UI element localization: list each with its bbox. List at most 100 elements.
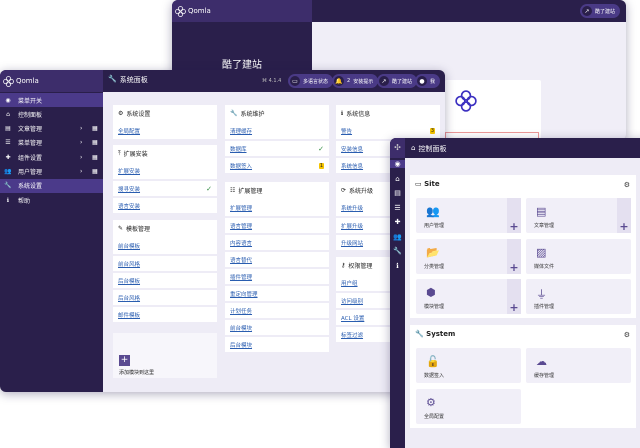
dashboard-tile[interactable]: ⏚ 插件管理 xyxy=(526,279,631,314)
card-link[interactable]: 扩展升级 xyxy=(341,223,364,230)
card-title: 权限管理 xyxy=(348,263,373,270)
file-icon[interactable]: ▤ xyxy=(394,189,401,197)
card-row: 扩展安装 xyxy=(113,162,217,179)
sidebar-item[interactable]: ℹ 帮助 xyxy=(0,193,103,207)
toggle-icon[interactable]: ◉ xyxy=(390,160,405,168)
card-link[interactable]: 安装信息 xyxy=(341,146,364,153)
dashboard-tile[interactable]: ▨ 媒体文件 xyxy=(526,238,631,274)
users-icon[interactable]: 👥 xyxy=(393,232,402,241)
card-link[interactable]: 前台模板 xyxy=(118,243,141,250)
wrench-icon[interactable]: 🔧 xyxy=(393,247,402,255)
dashboard-tile[interactable]: 👥 用户管理 + xyxy=(416,198,521,233)
dashboard-tile[interactable]: ▤ 文章管理 + xyxy=(526,198,631,233)
sidebar-item-label: 菜单开关 xyxy=(18,97,43,105)
card-link[interactable]: 升级网站 xyxy=(341,240,364,247)
chevron-right-icon[interactable]: › xyxy=(80,139,83,147)
logo-icon xyxy=(3,75,14,87)
check-icon: ✓ xyxy=(206,184,212,193)
card-link[interactable]: 数据签入 xyxy=(230,163,253,170)
tile-label: 文章管理 xyxy=(534,223,555,229)
settings-icon[interactable]: ⚙ xyxy=(623,331,630,339)
home-icon[interactable]: ⌂ xyxy=(395,174,400,183)
card-link[interactable]: 重定向管理 xyxy=(230,291,258,298)
sidebar-item[interactable]: ◉ 菜单开关 xyxy=(0,93,103,107)
dashboard-tile[interactable]: 🔓 数据签入 xyxy=(416,348,521,383)
card-link[interactable]: 插件管理 xyxy=(230,274,253,281)
add-icon[interactable]: + xyxy=(507,279,521,314)
puzzle-icon[interactable]: ✚ xyxy=(394,218,401,226)
add-module-card[interactable]: + 添加模块到这里 xyxy=(113,333,217,378)
grid-icon[interactable]: ▦ xyxy=(92,153,98,161)
card-link[interactable]: 计划任务 xyxy=(230,308,253,315)
sidebar-item[interactable]: ☰ 菜单管理 › ▦ xyxy=(0,136,103,150)
grid-icon[interactable]: ▦ xyxy=(92,168,98,175)
chevron-right-icon[interactable]: › xyxy=(80,168,83,175)
card-link[interactable]: 数据库 xyxy=(230,146,247,153)
dashboard-tile[interactable]: ☁ 缓存管理 xyxy=(526,348,631,383)
card-link[interactable]: 搜寻安装 xyxy=(118,186,141,193)
card-link[interactable]: 后台风格 xyxy=(118,295,141,302)
dashboard-tile[interactable]: ⚙ 全局配置 xyxy=(416,388,521,424)
sidebar-item[interactable]: ✚ 组件设置 › ▦ xyxy=(0,150,103,164)
upload-icon: ⤒ xyxy=(118,149,121,157)
card-header: ⚙ 系统设置 xyxy=(113,105,217,122)
logo-icon xyxy=(175,5,186,17)
card-link[interactable]: 用户组 xyxy=(341,280,358,287)
card-link[interactable]: 系统信息 xyxy=(341,163,364,170)
card-link[interactable]: 全局配置 xyxy=(118,128,141,135)
settings-icon[interactable]: ⚙ xyxy=(623,181,630,189)
sidebar-item[interactable]: ⌂ 控制面板 xyxy=(0,107,103,121)
card-header: 🔧 系统维护 xyxy=(225,105,329,122)
site-title: ▭ Site xyxy=(415,180,440,188)
card-link[interactable]: 警告 xyxy=(341,128,353,135)
info-icon: ℹ xyxy=(6,196,10,204)
card-link[interactable]: 内容语言 xyxy=(230,240,253,247)
grid-icon[interactable]: ▦ xyxy=(92,125,98,133)
card-link[interactable]: 语言管理 xyxy=(230,223,253,230)
notices-button[interactable]: 🔔 2 安装提示 xyxy=(332,74,379,88)
card-row: 清理缓存 xyxy=(225,122,329,139)
key-icon: ⚷ xyxy=(341,262,346,269)
card-link[interactable]: 前台风格 xyxy=(118,261,141,268)
extensions-icon: ☷ xyxy=(230,187,236,194)
back-site-button[interactable]: ↗ 酷了建站 xyxy=(580,4,621,18)
sidebar-item-label: 文章管理 xyxy=(18,126,43,134)
card-link[interactable]: 标签过滤 xyxy=(341,332,364,339)
card-link[interactable]: 语言安装 xyxy=(118,203,141,210)
card-link[interactable]: ACL 设置 xyxy=(341,315,365,322)
chevron-right-icon[interactable]: › xyxy=(80,125,83,133)
user-menu[interactable]: ● 我 xyxy=(415,74,441,88)
sidebar-item[interactable]: 🔧 系统设置 xyxy=(0,178,103,193)
folder-icon: 📂 xyxy=(426,245,440,259)
system-card: 🔧 System ⚙ 🔓 数据签入 ☁ 缓存管理 ⚙ 全局配置 xyxy=(410,325,636,428)
list-icon[interactable]: ☰ xyxy=(394,203,401,212)
chevron-right-icon[interactable]: › xyxy=(80,153,83,161)
card-link[interactable]: 清理缓存 xyxy=(230,128,253,135)
sidebar-item[interactable]: 👥 用户管理 › ▦ xyxy=(0,165,103,179)
card-header: ✎ 模板管理 xyxy=(113,220,217,237)
add-icon[interactable]: + xyxy=(507,198,521,233)
module-card: ⤒ 扩展安装 扩展安装 搜寻安装 ✓ 语言安装 xyxy=(113,145,217,213)
card-link[interactable]: 邮件模板 xyxy=(118,312,141,319)
site-button[interactable]: ↗ 酷了建站 xyxy=(377,74,418,88)
dashboard-tile[interactable]: ⬢ 模块管理 + xyxy=(416,279,521,314)
card-link[interactable]: 语言替代 xyxy=(230,257,253,264)
card-title: 系统设置 xyxy=(126,111,151,118)
card-link[interactable]: 访问级别 xyxy=(341,298,364,305)
card-link[interactable]: 前台模块 xyxy=(230,325,253,332)
add-icon[interactable]: + xyxy=(617,198,631,233)
card-link[interactable]: 后台模块 xyxy=(230,342,253,349)
dashboard-tile[interactable]: 📂 分类管理 + xyxy=(416,238,521,274)
card-link[interactable]: 扩展管理 xyxy=(230,205,253,212)
multilang-button[interactable]: ▭ 多语言状态 xyxy=(288,74,334,88)
grid-icon[interactable]: ▦ xyxy=(92,139,98,147)
card-link[interactable]: 后台模板 xyxy=(118,278,141,285)
add-icon[interactable]: + xyxy=(507,238,521,274)
card-link[interactable]: 系统升级 xyxy=(341,205,364,212)
card-row: 数据库 ✓ xyxy=(225,139,329,156)
card-header: ℹ 系统信息 xyxy=(336,105,440,122)
card-row: 插件管理 xyxy=(225,267,329,284)
sidebar-item[interactable]: ▤ 文章管理 › ▦ xyxy=(0,122,103,136)
card-link[interactable]: 扩展安装 xyxy=(118,168,141,175)
info-icon[interactable]: ℹ xyxy=(396,261,399,270)
